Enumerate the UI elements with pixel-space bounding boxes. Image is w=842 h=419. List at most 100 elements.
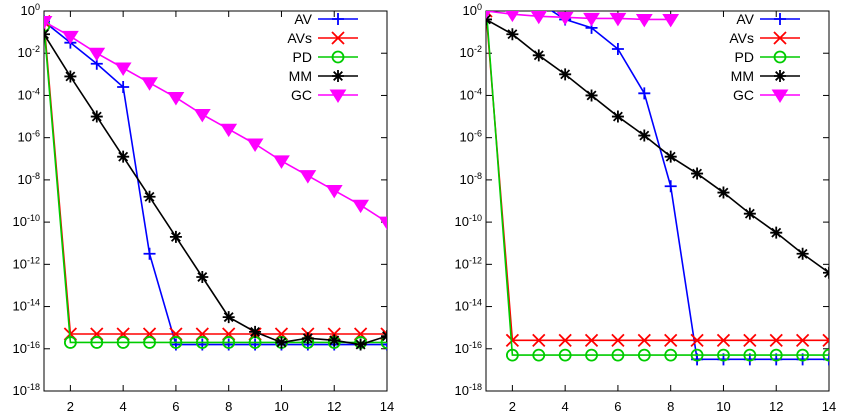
data-point-pd xyxy=(486,11,487,12)
x-tick-label: 4 xyxy=(562,399,569,414)
x-tick-label: 14 xyxy=(380,399,394,414)
data-point-av xyxy=(381,338,387,351)
legend-label-gc: GC xyxy=(733,87,754,103)
y-tick-label: 10-4 xyxy=(18,86,40,102)
data-point-mm xyxy=(691,167,704,180)
data-point-avs xyxy=(584,333,599,347)
y-tick-label: 10-18 xyxy=(455,382,482,398)
y-tick-label: 100 xyxy=(21,2,40,18)
legend-marker-mm xyxy=(332,70,344,82)
x-tick-label: 12 xyxy=(327,399,341,414)
y-tick-label: 10-6 xyxy=(18,129,40,145)
y-tick-label: 10-14 xyxy=(455,298,482,314)
data-point-pd xyxy=(505,348,519,362)
y-tick-label: 100 xyxy=(463,2,482,18)
data-point-mm xyxy=(532,49,545,62)
data-point-mm xyxy=(354,338,367,351)
legend-marker-avs xyxy=(773,31,787,45)
data-point-mm xyxy=(611,110,624,123)
data-point-gc xyxy=(530,11,548,25)
x-tick-label: 10 xyxy=(716,399,730,414)
data-point-avs xyxy=(664,333,678,347)
series-line-pd xyxy=(486,11,829,356)
data-point-avs xyxy=(769,333,783,347)
x-tick-label: 4 xyxy=(120,399,127,414)
chart-panel-2: 100 10-2 10-4 10-6 10-8 10-10 10-12 10-14 10-16 1… xyxy=(455,2,837,414)
data-point-gc xyxy=(662,13,680,28)
data-point-pd xyxy=(90,336,104,349)
legend-marker-gc xyxy=(771,89,789,103)
y-tick-label: 10-10 xyxy=(455,213,482,229)
y-tick-label: 10-4 xyxy=(460,86,482,102)
data-point-pd xyxy=(143,336,156,349)
legend-label-gc: GC xyxy=(291,87,312,103)
data-point-gc xyxy=(141,77,158,91)
y-tick-label: 10-12 xyxy=(13,255,40,271)
data-point-mm xyxy=(169,230,182,243)
legend-marker-pd xyxy=(331,50,345,64)
plot-area xyxy=(44,14,387,351)
data-point-pd xyxy=(743,348,757,362)
data-point-mm xyxy=(743,207,756,220)
y-tick-label: 10-8 xyxy=(18,171,40,187)
series-gc xyxy=(486,11,680,28)
data-point-pd xyxy=(822,348,829,362)
data-point-gc xyxy=(583,12,600,27)
x-tick-label: 12 xyxy=(769,399,783,414)
data-point-avs xyxy=(743,333,757,347)
data-point-mm xyxy=(301,332,314,345)
data-point-avs xyxy=(716,333,731,347)
data-point-mm xyxy=(249,325,262,338)
legend-label-pd: PD xyxy=(293,49,312,65)
y-tick-label: 10-2 xyxy=(18,44,40,60)
data-point-mm xyxy=(559,68,572,81)
x-tick-label: 6 xyxy=(172,399,179,414)
data-point-gc xyxy=(273,155,290,169)
data-point-gc xyxy=(486,11,491,19)
legend-marker-avs xyxy=(331,31,345,45)
data-point-av xyxy=(143,247,156,260)
data-point-gc xyxy=(505,11,520,23)
y-tick-label: 10-14 xyxy=(13,298,40,314)
series-pd xyxy=(486,11,829,362)
data-point-pd xyxy=(637,348,651,362)
y-tick-label: 10-16 xyxy=(455,340,482,356)
data-point-avs xyxy=(558,333,572,347)
data-point-gc xyxy=(352,199,370,214)
y-tick-label: 10-10 xyxy=(13,213,40,229)
y-tick-label: 10-8 xyxy=(460,171,482,187)
data-point-av xyxy=(638,87,651,100)
legend-marker-av xyxy=(774,13,786,25)
data-point-mm xyxy=(823,266,829,279)
data-point-mm xyxy=(506,28,519,41)
data-point-pd xyxy=(585,348,598,362)
legend-marker-pd xyxy=(773,50,787,64)
data-point-av xyxy=(664,180,677,193)
data-point-gc xyxy=(556,11,574,26)
data-point-avs xyxy=(637,333,651,347)
series-gc xyxy=(44,16,387,231)
data-point-pd xyxy=(664,348,678,362)
legend-label-av: AV xyxy=(294,11,312,27)
data-point-pd xyxy=(116,336,130,349)
legend-label-avs: AVs xyxy=(729,30,754,46)
data-point-gc xyxy=(635,13,653,28)
data-point-gc xyxy=(246,138,264,152)
plot-frame xyxy=(43,10,388,392)
series-av xyxy=(44,15,387,351)
data-point-mm xyxy=(117,150,130,163)
data-point-pd xyxy=(63,336,77,349)
data-point-gc xyxy=(609,12,627,27)
data-point-gc xyxy=(325,184,343,199)
y-tick-label: 10-12 xyxy=(455,255,482,271)
data-point-gc xyxy=(44,16,53,30)
plot-frame xyxy=(485,10,830,392)
x-tick-label: 14 xyxy=(822,399,836,414)
data-point-mm xyxy=(196,271,209,283)
x-tick-label: 2 xyxy=(67,399,74,414)
data-point-gc xyxy=(114,62,132,76)
data-point-mm xyxy=(44,28,50,41)
data-point-pd xyxy=(222,336,236,349)
data-point-gc xyxy=(193,108,211,123)
data-point-mm xyxy=(143,190,156,203)
